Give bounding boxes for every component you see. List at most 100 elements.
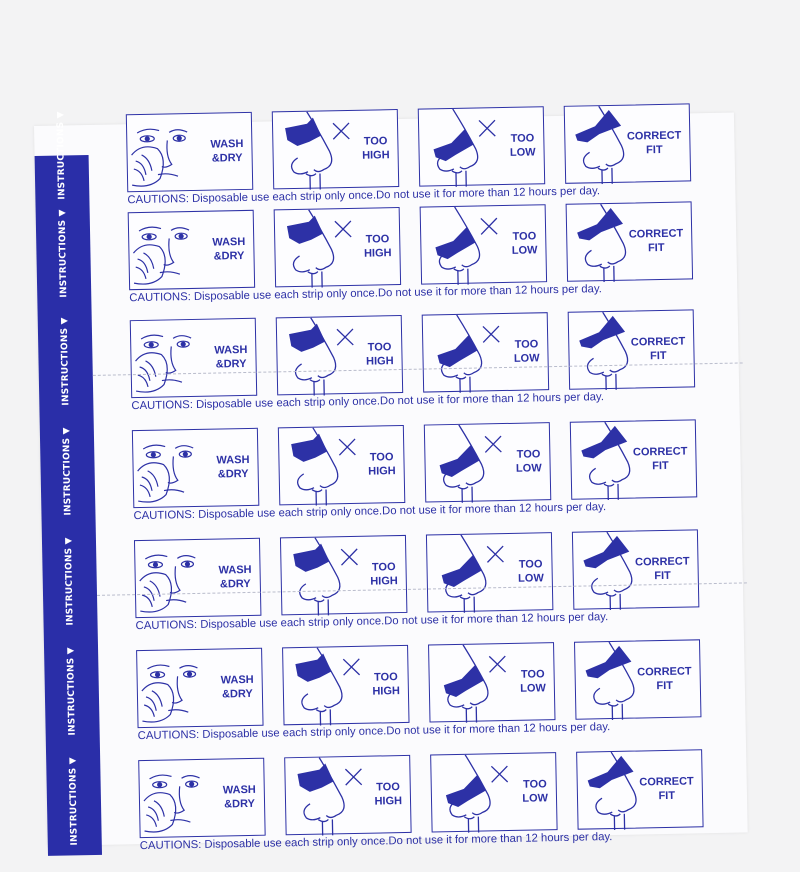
panel-label: WASH &DRY [223, 783, 257, 812]
panel-label-line: HIGH [370, 575, 398, 588]
panel-label-line: LOW [517, 572, 544, 585]
instruction-panel: TOO LOW [430, 752, 558, 833]
instruction-panel: CORRECT FIT [563, 103, 692, 185]
panel-label-line: CORRECT [630, 335, 686, 349]
panel-label-line: LOW [509, 146, 536, 159]
instruction-panel: TOO HIGH [284, 754, 412, 836]
instruction-panel: TOO LOW [428, 642, 556, 723]
instruction-sheet: INSTRUCTIONS ▼ INSTRUCTIONS ▼ INSTRUCTIONS… [34, 103, 748, 856]
panel-label: TOO HIGH [366, 340, 394, 369]
instruction-row: WASH &DRY TOO HIGH TOO LOW CORRECT FIT CAUTIO… [136, 639, 738, 760]
panel-label-line: FIT [658, 789, 676, 803]
panel-label-line: TOO [363, 135, 388, 148]
panel-label-line: LOW [522, 792, 549, 805]
panel-label-line: FIT [656, 679, 674, 693]
instruction-panel: CORRECT FIT [565, 201, 694, 283]
panel-label: TOO LOW [520, 667, 546, 695]
panel-label: TOO HIGH [372, 670, 400, 699]
side-instructions-label: INSTRUCTIONS ▼ [63, 537, 76, 626]
instruction-panel: TOO HIGH [279, 534, 408, 616]
panel-label-line: WASH [210, 137, 244, 151]
panel-label-line: CORRECT [634, 555, 690, 569]
panel-label: TOO HIGH [374, 780, 402, 809]
panel-label: WASH &DRY [212, 235, 246, 264]
panel-label-line: LOW [511, 244, 538, 257]
panel-label-line: &DRY [219, 577, 251, 591]
panel-label-line: FIT [646, 143, 663, 157]
instruction-row: WASH &DRY TOO HIGH TOO LOW CORRECT FIT CAUTIO… [129, 309, 732, 430]
side-instructions-label: INSTRUCTIONS ▼ [68, 757, 80, 846]
panel-label-line: WASH [218, 563, 252, 577]
panel-label-line: FIT [649, 349, 667, 363]
panel-label: CORRECT FIT [633, 445, 688, 474]
side-instructions-label: INSTRUCTIONS ▼ [61, 427, 74, 516]
panel-label-line: TOO [522, 778, 547, 791]
panel-label-line: HIGH [363, 247, 392, 260]
panel-label: WASH &DRY [218, 563, 252, 592]
panel-label-line: LOW [515, 462, 542, 475]
panel-label-line: WASH [216, 453, 250, 467]
instruction-panel: WASH &DRY [125, 111, 254, 193]
panel-label: TOO LOW [518, 557, 544, 585]
panel-label: TOO HIGH [368, 450, 396, 479]
panel-label: TOO LOW [522, 777, 548, 805]
instruction-panel: CORRECT FIT [576, 749, 704, 830]
panel-label: TOO HIGH [370, 560, 398, 589]
instruction-panel: CORRECT FIT [567, 309, 696, 391]
panel-label-line: CORRECT [632, 445, 688, 459]
panel-label-line: &DRY [215, 357, 247, 371]
panel-label-line: TOO [516, 448, 541, 461]
panel-label-line: HIGH [365, 355, 394, 368]
panel-label-line: CORRECT [639, 775, 694, 789]
panel-label-line: TOO [367, 341, 392, 354]
panel-label: CORRECT FIT [637, 664, 692, 693]
panel-label-line: HIGH [368, 465, 396, 478]
instruction-panel: TOO LOW [417, 106, 546, 187]
panel-label-line: WASH [212, 235, 246, 249]
instruction-panel: WASH &DRY [138, 757, 266, 839]
panel-label-line: &DRY [213, 249, 245, 263]
instruction-panel: WASH &DRY [129, 317, 258, 399]
panel-label: CORRECT FIT [629, 227, 684, 256]
panel-label: TOO LOW [513, 337, 540, 365]
panel-label: TOO HIGH [362, 134, 390, 163]
panel-label-line: TOO [518, 558, 543, 571]
panel-label-line: TOO [369, 451, 394, 464]
instruction-panel: TOO HIGH [271, 109, 400, 190]
instruction-panel: TOO LOW [425, 532, 554, 613]
panel-label: CORRECT FIT [631, 335, 686, 364]
panel-label-line: CORRECT [628, 227, 684, 241]
panel-label: CORRECT FIT [639, 774, 694, 803]
panel-label-line: &DRY [224, 797, 256, 811]
panel-label-line: TOO [512, 230, 537, 243]
instruction-row: WASH &DRY TOO HIGH TOO LOW CORRECT FIT CAUTIO… [133, 529, 736, 650]
instruction-panel: TOO LOW [421, 312, 550, 393]
instruction-row: WASH &DRY TOO HIGH TOO LOW CORRECT FIT CAUTIO… [138, 749, 740, 870]
side-instructions-label: INSTRUCTIONS ▼ [57, 209, 70, 298]
instruction-panel: TOO HIGH [282, 644, 410, 726]
panel-label-line: WASH [220, 673, 254, 687]
instruction-panel: TOO HIGH [273, 206, 402, 288]
instruction-panel: CORRECT FIT [569, 419, 698, 501]
panel-label-line: HIGH [372, 685, 401, 698]
panel-label-line: LOW [513, 352, 540, 365]
panel-label: CORRECT FIT [635, 554, 690, 583]
panel-label-line: CORRECT [626, 129, 682, 143]
panel-label-line: &DRY [217, 467, 249, 481]
panel-label: TOO LOW [511, 229, 538, 257]
panel-label-line: TOO [373, 671, 398, 684]
panel-label-line: FIT [652, 459, 669, 473]
panel-label-line: WASH [214, 343, 248, 357]
panel-label-line: TOO [376, 781, 400, 794]
instructions-side-band: INSTRUCTIONS ▼ INSTRUCTIONS ▼ INSTRUCTIONS… [34, 111, 103, 856]
panel-label-line: LOW [520, 682, 547, 695]
panel-label: TOO HIGH [364, 232, 392, 261]
instruction-panel: TOO HIGH [275, 314, 404, 396]
instruction-row: WASH &DRY TOO HIGH TOO LOW CORRECT FIT CAUTIO… [125, 103, 728, 224]
panel-label-line: TOO [510, 132, 535, 145]
instruction-panel: TOO LOW [423, 422, 552, 503]
side-instructions-label: INSTRUCTIONS ▼ [55, 111, 68, 200]
panel-label: WASH &DRY [221, 673, 255, 702]
panel-label: TOO LOW [510, 131, 536, 159]
instruction-panel: CORRECT FIT [574, 639, 702, 721]
